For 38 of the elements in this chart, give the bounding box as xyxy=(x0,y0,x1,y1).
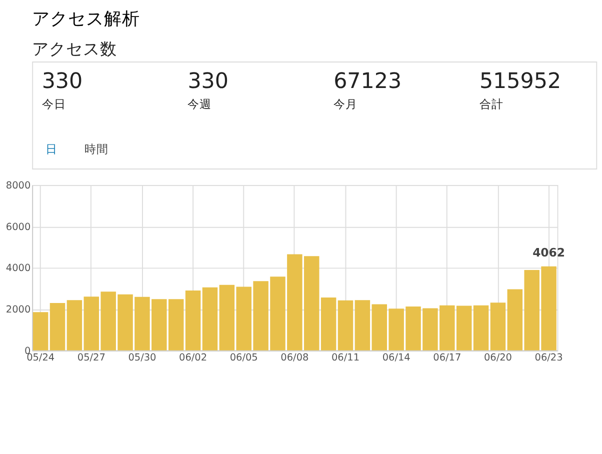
y-tick-label: 2000 xyxy=(6,304,31,316)
y-tick-label: 8000 xyxy=(6,180,31,192)
bar xyxy=(338,300,354,350)
text: 今月 xyxy=(334,97,358,112)
text: 330 xyxy=(42,68,83,94)
x-tick-label: 06/20 xyxy=(484,352,512,364)
text: 515952 xyxy=(479,68,562,94)
text: 日 xyxy=(46,142,58,156)
x-tick-label: 06/05 xyxy=(230,352,258,364)
bar xyxy=(320,297,336,350)
x-tick-label: 05/30 xyxy=(128,352,156,364)
text: 時間 xyxy=(84,142,109,156)
data-label: 4062 xyxy=(532,246,566,260)
x-tick-label: 06/17 xyxy=(433,352,462,364)
bar xyxy=(490,302,506,350)
text: 合計 xyxy=(479,97,504,112)
bar xyxy=(354,300,370,350)
bar xyxy=(473,305,489,350)
bar xyxy=(50,303,66,350)
x-tick-label: 06/23 xyxy=(534,352,563,364)
text: 67123 xyxy=(334,68,402,94)
text: 今週 xyxy=(188,97,212,112)
x-tick-label: 06/08 xyxy=(280,352,309,364)
x-tick-label: 05/24 xyxy=(26,352,55,364)
bar xyxy=(32,312,48,350)
text: 今日 xyxy=(42,97,66,112)
bar xyxy=(185,290,201,350)
text: アクセス解析 xyxy=(32,10,140,30)
x-tick-label: 06/14 xyxy=(382,352,410,364)
y-tick-label: 6000 xyxy=(6,222,31,233)
x-tick-label: 05/27 xyxy=(77,352,106,364)
text: 330 xyxy=(188,68,229,94)
y-tick-label: 4000 xyxy=(6,263,31,274)
bar xyxy=(66,300,82,350)
x-tick-label: 06/02 xyxy=(179,352,208,364)
bar xyxy=(202,287,218,350)
x-tick-label: 06/11 xyxy=(331,352,360,364)
text: アクセス数 xyxy=(32,40,118,59)
